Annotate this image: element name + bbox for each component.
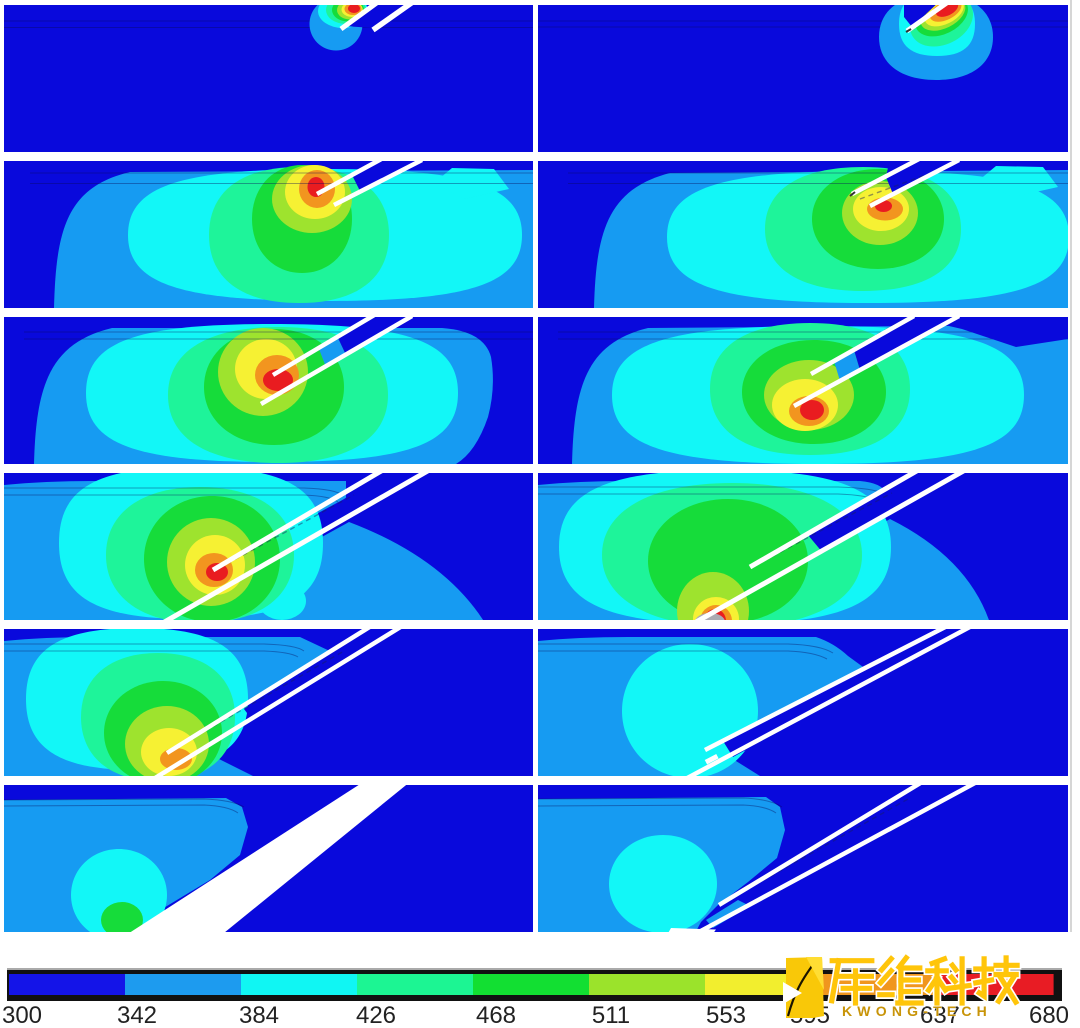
svg-text:426: 426 [356,1002,396,1028]
svg-text:300: 300 [2,1002,42,1028]
svg-text:511: 511 [592,1002,630,1028]
svg-text:384: 384 [239,1002,279,1028]
svg-text:553: 553 [706,1002,746,1028]
svg-text:468: 468 [476,1002,516,1028]
svg-text:680: 680 [1029,1002,1069,1028]
svg-text:KWONG-TECH: KWONG-TECH [842,1003,992,1019]
svg-text:342: 342 [117,1002,157,1028]
